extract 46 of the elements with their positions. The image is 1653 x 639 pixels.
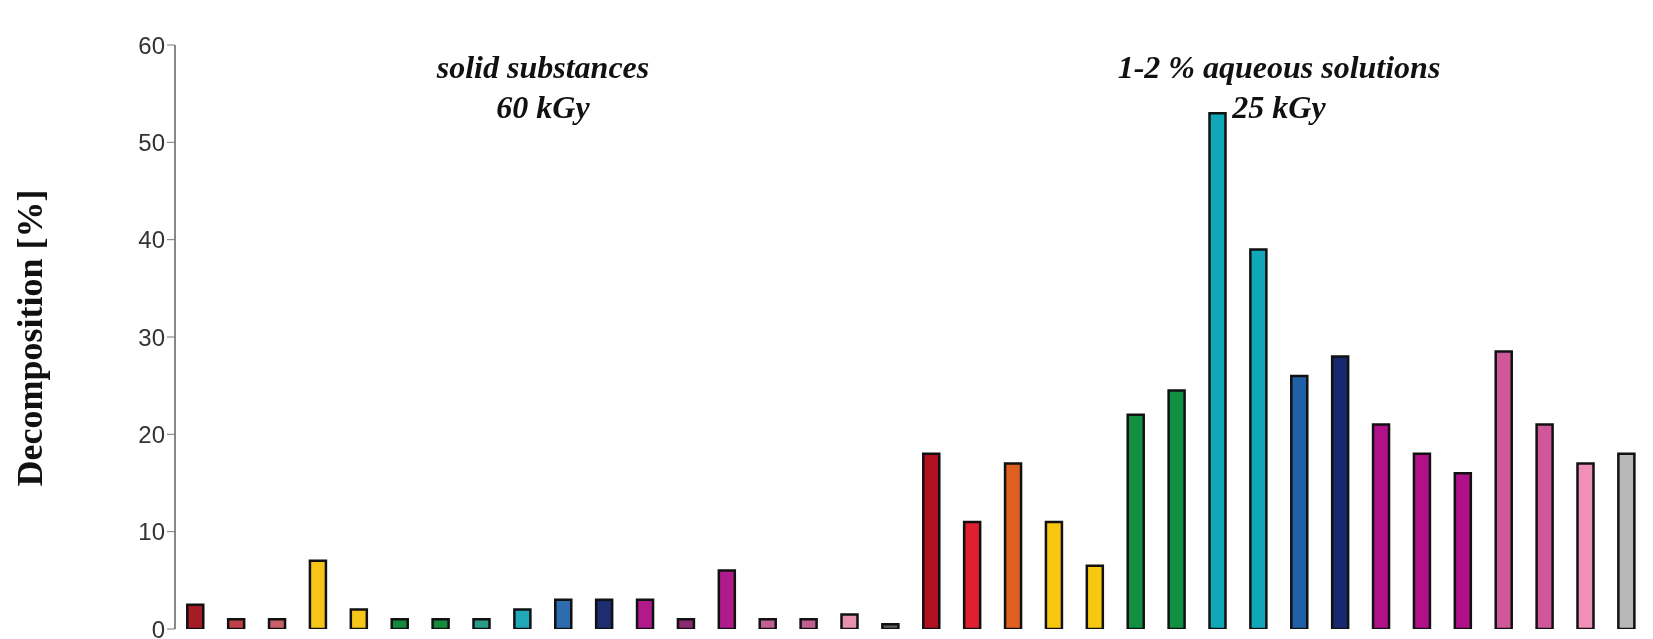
bar: [226, 618, 246, 629]
bar: [1617, 452, 1636, 629]
bar: [1167, 389, 1186, 629]
bar: [431, 618, 450, 629]
bar: [1412, 452, 1432, 629]
annotation: 1-2 % aqueous solutions 25 kGy: [1116, 48, 1442, 127]
bar: [513, 608, 532, 629]
bar: [962, 520, 982, 629]
bar: [676, 618, 696, 629]
bar: [1290, 374, 1309, 629]
bar: [554, 598, 573, 629]
bar: [308, 559, 328, 629]
bar: [1249, 248, 1268, 629]
bar: [840, 613, 859, 629]
bar: [922, 452, 941, 629]
bar: [267, 618, 287, 629]
bar: [1003, 462, 1023, 629]
bar: [1576, 462, 1595, 629]
bar: [1371, 423, 1391, 629]
bar: [758, 618, 777, 629]
bar: [472, 618, 491, 629]
y-tick-label: 60: [138, 31, 165, 59]
bar: [1044, 520, 1064, 629]
y-tick-label: 0: [151, 615, 165, 639]
y-tick-label: 30: [138, 323, 165, 351]
bar: [881, 622, 900, 629]
bar: [594, 598, 614, 629]
y-tick-label: 10: [138, 518, 165, 546]
bar: [1453, 472, 1473, 629]
y-tick-label: 40: [138, 226, 165, 254]
y-tick-label: 50: [138, 128, 165, 156]
bar: [1330, 355, 1350, 629]
bar: [1126, 413, 1145, 629]
bar: [799, 618, 818, 629]
y-axis-title: Decomposition [%]: [9, 189, 51, 486]
bar: [349, 608, 369, 629]
annotation: solid substances 60 kGy: [435, 48, 651, 127]
bar: [186, 603, 205, 629]
bar: [1494, 350, 1513, 629]
bar: [717, 569, 737, 629]
bar: [635, 598, 655, 629]
bar: [1535, 423, 1554, 629]
bar: [1085, 564, 1105, 629]
y-tick-label: 20: [138, 420, 165, 448]
bar: [1208, 111, 1227, 629]
bar: [390, 618, 409, 629]
